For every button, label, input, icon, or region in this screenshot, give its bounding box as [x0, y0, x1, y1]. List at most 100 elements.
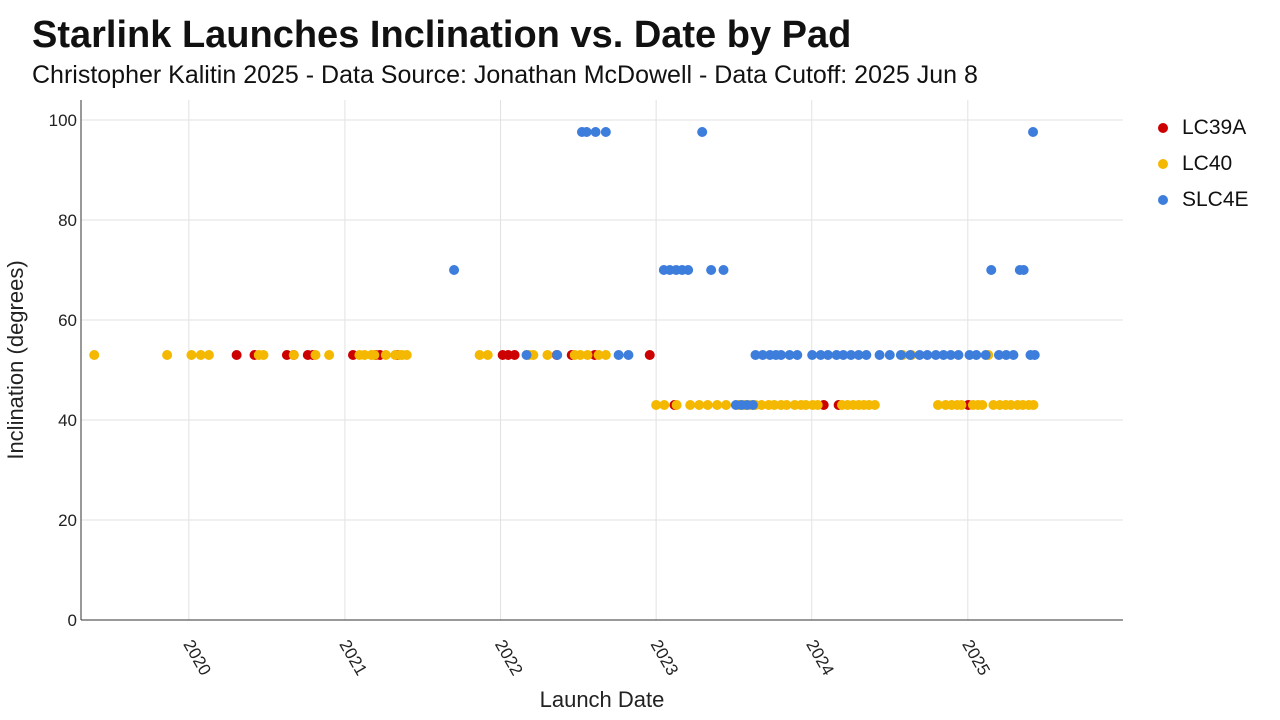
data-point-lc40: [651, 400, 662, 410]
data-point-slc4e: [613, 350, 624, 360]
data-point-slc4e: [815, 350, 826, 360]
data-point-slc4e: [776, 350, 787, 360]
data-point-lc40: [89, 350, 100, 360]
legend-item-slc4e[interactable]: SLC4E: [1152, 182, 1249, 218]
data-point-lc39a: [509, 350, 520, 360]
chart-subtitle: Christopher Kalitin 2025 - Data Source: …: [32, 61, 978, 89]
y-tick-label: 0: [68, 611, 77, 630]
data-point-slc4e: [922, 350, 933, 360]
data-point-slc4e: [600, 127, 611, 137]
legend: LC39A LC40 SLC4E: [1152, 110, 1249, 218]
data-point-lc40: [756, 400, 767, 410]
data-point-slc4e: [838, 350, 849, 360]
data-point-lc40: [694, 400, 705, 410]
data-point-slc4e: [930, 350, 941, 360]
data-point-slc4e: [718, 265, 729, 275]
data-point-lc40: [401, 350, 412, 360]
data-point-lc40: [162, 350, 173, 360]
data-point-lc40: [288, 350, 299, 360]
data-point-slc4e: [953, 350, 964, 360]
data-point-slc4e: [590, 127, 601, 137]
data-point-lc40: [781, 400, 792, 410]
data-point-lc40: [482, 350, 493, 360]
data-point-slc4e: [757, 350, 768, 360]
x-tick-label: 2022: [491, 637, 526, 679]
data-point-lc40: [659, 400, 670, 410]
data-point-lc40: [712, 400, 723, 410]
y-tick-label: 20: [58, 511, 77, 530]
data-point-slc4e: [980, 350, 991, 360]
legend-label-lc40: LC40: [1182, 152, 1233, 175]
data-point-lc40: [812, 400, 823, 410]
data-point-lc40: [702, 400, 713, 410]
legend-item-lc39a[interactable]: LC39A: [1152, 110, 1249, 146]
x-axis-title: Launch Date: [540, 687, 665, 712]
data-point-slc4e: [971, 350, 982, 360]
data-point-lc40: [977, 400, 988, 410]
legend-marker-lc40: [1158, 159, 1168, 169]
data-point-slc4e: [945, 350, 956, 360]
data-point-slc4e: [807, 350, 818, 360]
y-tick-label: 40: [58, 411, 77, 430]
data-point-slc4e: [884, 350, 895, 360]
data-point-lc40: [721, 400, 732, 410]
data-point-slc4e: [1008, 350, 1019, 360]
x-tick-label: 2021: [335, 637, 370, 679]
data-point-slc4e: [845, 350, 856, 360]
data-point-slc4e: [552, 350, 563, 360]
data-point-lc40: [186, 350, 197, 360]
data-point-lc40: [575, 350, 586, 360]
data-point-lc40: [593, 350, 604, 360]
data-point-slc4e: [784, 350, 795, 360]
x-tick-label: 2020: [179, 637, 214, 679]
data-point-slc4e: [853, 350, 864, 360]
data-point-slc4e: [697, 127, 708, 137]
data-point-slc4e: [822, 350, 833, 360]
legend-marker-slc4e: [1158, 195, 1168, 205]
data-point-lc40: [956, 400, 967, 410]
data-point-lc40: [1028, 400, 1039, 410]
data-point-slc4e: [449, 265, 460, 275]
data-point-lc40: [932, 400, 943, 410]
data-point-lc40: [369, 350, 380, 360]
data-point-lc40: [600, 350, 611, 360]
data-point-slc4e: [1018, 265, 1029, 275]
y-tick-label: 100: [49, 111, 77, 130]
data-point-lc40: [324, 350, 335, 360]
data-point-lc40: [582, 350, 593, 360]
legend-marker-lc39a: [1158, 123, 1168, 133]
x-tick-label: 2024: [802, 637, 837, 679]
data-point-slc4e: [706, 265, 717, 275]
data-point-slc4e: [905, 350, 916, 360]
y-tick-label: 60: [58, 311, 77, 330]
data-point-lc40: [195, 350, 206, 360]
chart-title: Starlink Launches Inclination vs. Date b…: [32, 14, 852, 56]
data-point-slc4e: [683, 265, 694, 275]
data-point-lc40: [310, 350, 321, 360]
data-point-slc4e: [874, 350, 885, 360]
y-axis-title: Inclination (degrees): [3, 260, 28, 459]
y-tick-label: 80: [58, 211, 77, 230]
data-point-slc4e: [792, 350, 803, 360]
legend-label-slc4e: SLC4E: [1182, 188, 1249, 211]
data-point-slc4e: [747, 400, 758, 410]
data-point-slc4e: [938, 350, 949, 360]
data-point-slc4e: [623, 350, 634, 360]
data-point-lc40: [474, 350, 485, 360]
data-point-slc4e: [750, 350, 761, 360]
data-point-lc40: [203, 350, 214, 360]
data-point-lc40: [869, 400, 880, 410]
legend-item-lc40[interactable]: LC40: [1152, 146, 1249, 182]
data-point-slc4e: [895, 350, 906, 360]
data-point-slc4e: [1028, 127, 1039, 137]
data-point-slc4e: [581, 127, 592, 137]
data-point-lc40: [671, 400, 682, 410]
data-point-slc4e: [993, 350, 1004, 360]
x-tick-label: 2025: [958, 637, 993, 679]
data-point-slc4e: [1029, 350, 1040, 360]
x-tick-label: 2023: [647, 637, 682, 679]
data-point-lc40: [258, 350, 269, 360]
legend-label-lc39a: LC39A: [1182, 116, 1247, 139]
data-point-slc4e: [914, 350, 925, 360]
